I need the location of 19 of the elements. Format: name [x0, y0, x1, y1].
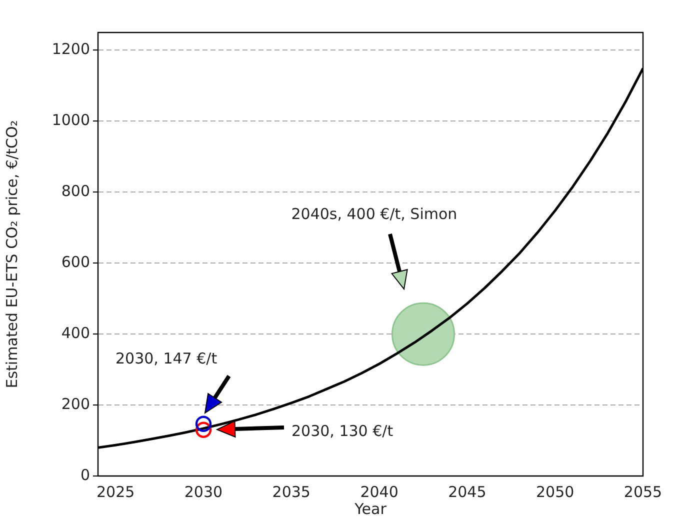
y-tick-label: 600: [61, 253, 90, 272]
x-tick-label: 2025: [96, 482, 135, 501]
x-tick-label: 2040: [360, 482, 398, 501]
y-tick-label: 800: [61, 182, 90, 200]
annotation: 2030, 147 €/t: [115, 350, 218, 368]
x-tick-label: 2050: [536, 482, 574, 501]
annotation: 2040s, 400 €/t, Simon: [291, 204, 458, 223]
y-tick-label: 200: [61, 394, 90, 413]
x-tick-label: 2055: [624, 482, 662, 501]
x-tick-label: 2035: [272, 482, 310, 501]
y-tick-label: 1200: [52, 40, 90, 58]
y-axis-title: Estimated EU-ETS CO₂ price, €/tCO₂: [2, 120, 21, 388]
x-tick-label: 2030: [184, 482, 223, 501]
x-tick-label: 2045: [448, 482, 486, 501]
y-tick-label: 0: [80, 466, 90, 484]
x-axis-title: Year: [354, 500, 388, 518]
y-tick-label: 1000: [52, 111, 90, 130]
annotation: 2030, 130 €/t: [291, 422, 394, 440]
y-tick-label: 400: [61, 324, 90, 342]
